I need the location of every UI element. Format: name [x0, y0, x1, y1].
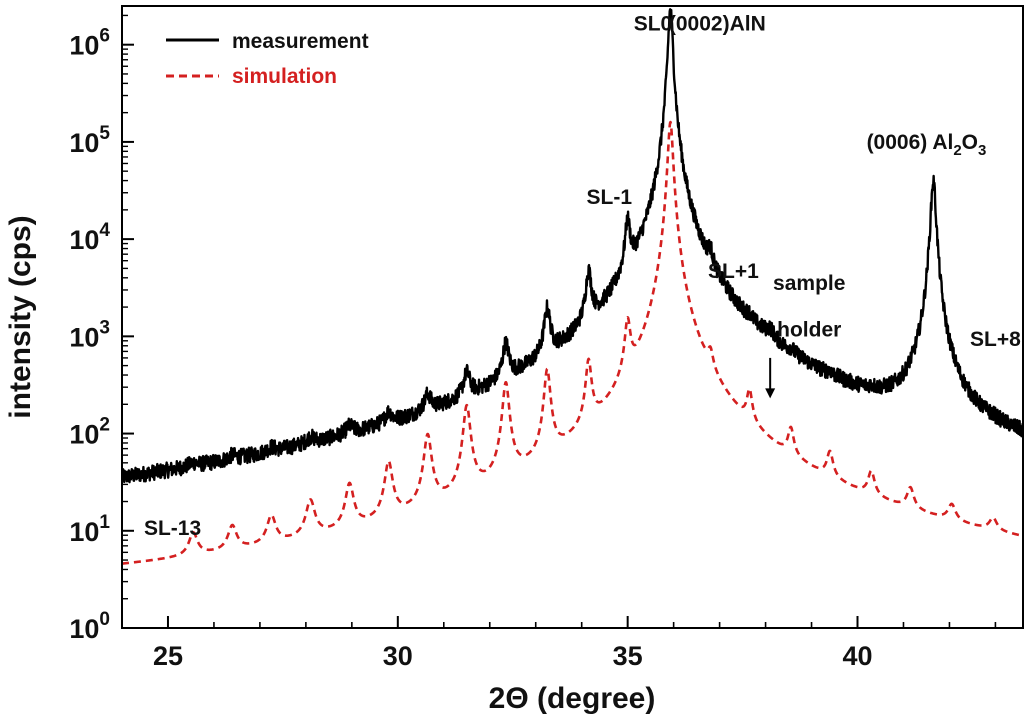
axis-layer: 25 30 35 40 100 101 102 103 104 105 106 — [69, 14, 997, 671]
annotation-sl-1: SL-1 — [587, 186, 633, 209]
y-axis-title: intensity (cps) — [4, 215, 37, 418]
annotation-sl0: SL0 — [634, 12, 673, 35]
plot-frame — [121, 5, 1024, 629]
legend: measurement simulation — [166, 30, 369, 88]
annotation-sl+8: SL+8 — [970, 328, 1021, 351]
y-tick-label: 101 — [69, 512, 110, 547]
annotation-al2o3: (0006) Al2O3 — [867, 131, 987, 159]
legend-measurement-label: measurement — [232, 30, 369, 53]
annotation-sample: sample — [773, 272, 845, 295]
annotation-layer: SL0(0002)AlN SL-1 SL+1 sample holder SL+8 SL-1… — [144, 12, 1021, 540]
series-layer — [122, 8, 1023, 565]
x-tick-label: 30 — [383, 641, 413, 671]
y-tick-label: 104 — [69, 220, 110, 255]
x-tick-label: 35 — [613, 641, 643, 671]
y-tick-label: 102 — [69, 415, 110, 450]
legend-simulation-label: simulation — [232, 65, 337, 88]
series-line-simulation — [122, 120, 1023, 565]
y-tick-label: 100 — [69, 609, 110, 644]
annotation-holder: holder — [777, 318, 841, 341]
x-tick-label: 40 — [842, 641, 872, 671]
y-tick-label: 105 — [69, 123, 110, 158]
x-axis-title: 2Θ (degree) — [489, 682, 656, 715]
sample-holder-arrowhead — [765, 388, 776, 399]
annotation-sl-13: SL-13 — [144, 517, 201, 540]
annotation-aln: (0002)AlN — [669, 12, 766, 35]
series-line-measurement — [122, 8, 1023, 484]
annotation-sl+1: SL+1 — [708, 260, 759, 283]
y-tick-label: 103 — [69, 317, 110, 352]
y-tick-label: 106 — [69, 26, 110, 61]
x-tick-label: 25 — [153, 641, 183, 671]
